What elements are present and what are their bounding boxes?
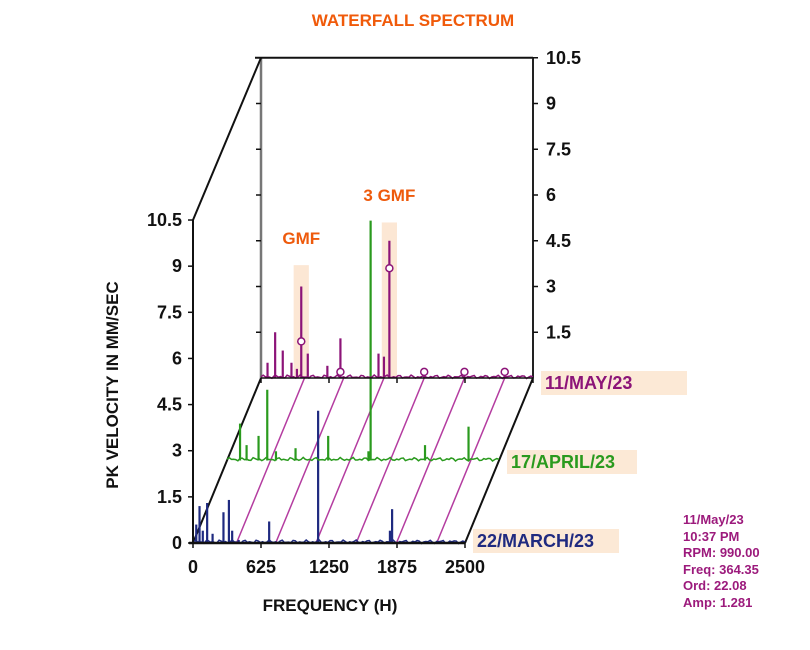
x-tick-label: 0 <box>188 557 198 577</box>
harmonic-guide-line <box>315 377 385 544</box>
series-label-bg <box>541 371 687 395</box>
cursor-amp: Amp: 1.281 <box>683 594 753 610</box>
back-y-tick-label: 10.5 <box>546 48 581 68</box>
cursor-info-panel: 11/May/23 10:37 PM RPM: 990.00 Freq: 364… <box>683 512 760 611</box>
peak-marker <box>500 367 509 377</box>
cursor-ord: Ord: 22.08 <box>683 578 747 593</box>
y-tick-label: 7.5 <box>157 302 182 322</box>
x-axis-title: FREQUENCY (H) <box>263 596 398 615</box>
harmonic-guide-line <box>274 377 345 544</box>
cursor-freq: Freq: 364.35 <box>683 561 759 577</box>
peak-marker <box>297 337 306 346</box>
y-tick-label: 6 <box>172 348 182 368</box>
peak-marker <box>460 367 469 377</box>
back-y-tick-label: 7.5 <box>546 139 571 159</box>
cursor-date: 11/May/23 <box>683 512 744 527</box>
y-tick-label: 1.5 <box>157 487 182 507</box>
peak-marker <box>385 263 394 273</box>
harmonic-guide-line <box>235 377 306 544</box>
harmonic-guide-line <box>436 377 506 544</box>
harmonic-guide-line <box>355 377 425 544</box>
depth-edge-bottom-left <box>192 377 262 544</box>
peak-marker <box>336 367 345 377</box>
series-label-bg <box>507 450 637 474</box>
depth-edge-top-left <box>192 57 262 221</box>
y-tick-label: 10.5 <box>147 210 182 230</box>
series-label: 11/MAY/23 <box>545 373 632 393</box>
y-tick-label: 3 <box>172 441 182 461</box>
x-tick-label: 1250 <box>309 557 349 577</box>
y-tick-label: 0 <box>172 533 182 553</box>
y-tick-label: 9 <box>172 256 182 276</box>
series-label: 22/MARCH/23 <box>477 531 594 551</box>
y-axis-title: PK VELOCITY IN MM/SEC <box>103 281 122 489</box>
cursor-time: 10:37 PM <box>683 528 740 544</box>
back-y-tick-label: 3 <box>546 277 556 297</box>
annotation-label: GMF <box>282 229 320 248</box>
chart-title: WATERFALL SPECTRUM <box>312 11 514 30</box>
series-baseline <box>226 456 500 462</box>
depth-edge-bottom-right <box>464 377 534 544</box>
y-tick-label: 4.5 <box>157 395 182 415</box>
back-y-tick-label: 4.5 <box>546 231 571 251</box>
series-baseline <box>260 373 534 380</box>
x-tick-label: 1875 <box>377 557 417 577</box>
annotation-label: 3 GMF <box>363 186 415 205</box>
back-y-tick-label: 6 <box>546 185 556 205</box>
x-tick-label: 2500 <box>445 557 485 577</box>
back-y-tick-label: 9 <box>546 94 556 114</box>
cursor-rpm: RPM: 990.00 <box>683 545 760 560</box>
peak-marker <box>419 367 429 377</box>
back-y-tick-label: 1.5 <box>546 322 571 342</box>
x-tick-label: 625 <box>246 557 276 577</box>
series-label: 17/APRIL/23 <box>511 452 615 472</box>
series-label-bg <box>473 529 619 553</box>
